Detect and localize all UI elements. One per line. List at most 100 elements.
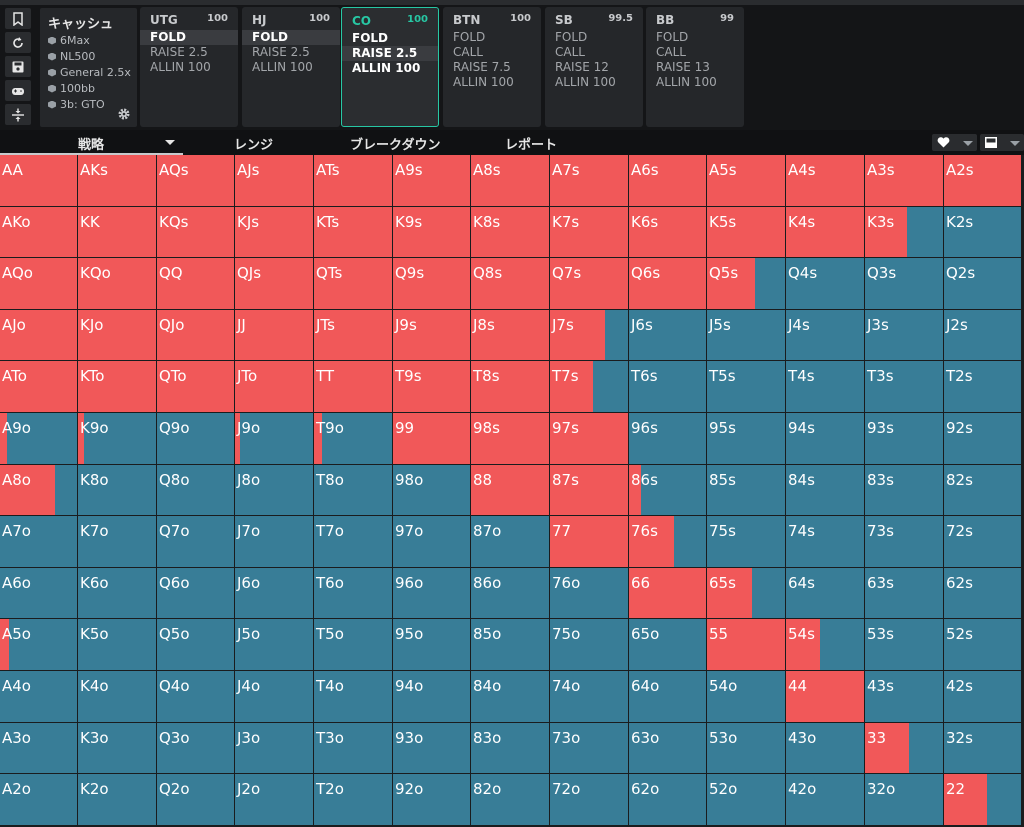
hand-cell[interactable]: AA — [0, 155, 78, 207]
hand-cell[interactable]: 77 — [550, 516, 629, 568]
hand-cell[interactable]: KQs — [157, 207, 235, 258]
hand-cell[interactable]: 97o — [393, 516, 471, 568]
hand-cell[interactable]: 94s — [786, 413, 865, 465]
hand-cell[interactable]: T5s — [707, 361, 786, 413]
hand-cell[interactable]: A9o — [0, 413, 78, 465]
hand-cell[interactable]: K4o — [78, 671, 157, 723]
hand-cell[interactable]: 42o — [786, 774, 865, 826]
action-option[interactable]: FOLD — [140, 30, 238, 45]
hand-cell[interactable]: 74s — [786, 516, 865, 568]
hand-cell[interactable]: 75o — [550, 619, 629, 671]
hand-cell[interactable]: 72o — [550, 774, 629, 826]
hand-cell[interactable]: TT — [314, 361, 393, 413]
hand-cell[interactable]: J9s — [393, 310, 471, 361]
tab-breakdown[interactable]: ブレークダウン — [350, 138, 441, 153]
hand-cell[interactable]: J3s — [865, 310, 944, 361]
position-card-4[interactable]: SB 99.5 FOLD CALL RAISE 12 ALLIN 100 — [545, 7, 643, 127]
hand-cell[interactable]: A3o — [0, 723, 78, 774]
action-option[interactable]: CALL — [656, 45, 686, 59]
hand-cell[interactable]: T4s — [786, 361, 865, 413]
hand-cell[interactable]: A2s — [944, 155, 1022, 207]
hand-cell[interactable]: 95o — [393, 619, 471, 671]
hand-cell[interactable]: 83o — [471, 723, 550, 774]
hand-cell[interactable]: 86o — [471, 568, 550, 619]
hand-cell[interactable]: 64s — [786, 568, 865, 619]
hand-cell[interactable]: AJo — [0, 310, 78, 361]
tab-report[interactable]: レポート — [505, 138, 558, 153]
hand-cell[interactable]: 62o — [629, 774, 707, 826]
hand-cell[interactable]: 96o — [393, 568, 471, 619]
hand-cell[interactable]: 73o — [550, 723, 629, 774]
hand-cell[interactable]: T2s — [944, 361, 1022, 413]
hand-cell[interactable]: 95s — [707, 413, 786, 465]
action-option[interactable]: RAISE 13 — [656, 60, 710, 74]
action-option[interactable]: FOLD — [352, 31, 389, 45]
hand-cell[interactable]: 99 — [393, 413, 471, 465]
hand-cell[interactable]: 52o — [707, 774, 786, 826]
hand-cell[interactable]: Q4o — [157, 671, 235, 723]
hand-cell[interactable]: A2o — [0, 774, 78, 826]
hand-cell[interactable]: AQs — [157, 155, 235, 207]
hand-cell[interactable]: A7s — [550, 155, 629, 207]
hand-cell[interactable]: A8s — [471, 155, 550, 207]
action-option[interactable]: ALLIN 100 — [252, 60, 313, 74]
tab-strategy[interactable]: 戦略 — [0, 130, 183, 155]
hand-cell[interactable]: 43s — [865, 671, 944, 723]
action-option[interactable]: ALLIN 100 — [453, 75, 514, 89]
action-option[interactable]: RAISE 7.5 — [453, 60, 511, 74]
hand-cell[interactable]: A6o — [0, 568, 78, 619]
hand-cell[interactable]: A9s — [393, 155, 471, 207]
favorite-dropdown[interactable] — [932, 134, 977, 151]
hand-cell[interactable]: 55 — [707, 619, 786, 671]
hand-cell[interactable]: K9o — [78, 413, 157, 465]
hand-cell[interactable]: 97s — [550, 413, 629, 465]
hand-cell[interactable]: 74o — [550, 671, 629, 723]
hand-cell[interactable]: 96s — [629, 413, 707, 465]
hand-cell[interactable]: Q5o — [157, 619, 235, 671]
hand-cell[interactable]: 82s — [944, 465, 1022, 516]
action-option[interactable]: FOLD — [656, 30, 689, 44]
hand-cell[interactable]: JTo — [235, 361, 314, 413]
hand-cell[interactable]: 32o — [865, 774, 944, 826]
hand-cell[interactable]: KTo — [78, 361, 157, 413]
hand-cell[interactable]: T6s — [629, 361, 707, 413]
hand-cell[interactable]: 84o — [471, 671, 550, 723]
hand-cell[interactable]: A4s — [786, 155, 865, 207]
hand-cell[interactable]: J2o — [235, 774, 314, 826]
hand-cell[interactable]: K5o — [78, 619, 157, 671]
hand-cell[interactable]: T6o — [314, 568, 393, 619]
hand-cell[interactable]: 98s — [471, 413, 550, 465]
hand-cell[interactable]: J4s — [786, 310, 865, 361]
hand-cell[interactable]: T3o — [314, 723, 393, 774]
hand-cell[interactable]: Q4s — [786, 258, 865, 310]
hand-cell[interactable]: 98o — [393, 465, 471, 516]
hand-cell[interactable]: 32s — [944, 723, 1022, 774]
hand-cell[interactable]: T8o — [314, 465, 393, 516]
hand-cell[interactable]: 65o — [629, 619, 707, 671]
action-option[interactable]: ALLIN 100 — [555, 75, 616, 89]
position-card-5[interactable]: BB 99 FOLD CALL RAISE 13 ALLIN 100 — [646, 7, 744, 127]
hand-cell[interactable]: K6o — [78, 568, 157, 619]
hand-cell[interactable]: 42s — [944, 671, 1022, 723]
hand-cell[interactable]: AKs — [78, 155, 157, 207]
hand-cell[interactable]: 63s — [865, 568, 944, 619]
position-card-2[interactable]: CO 100 FOLD RAISE 2.5 ALLIN 100 — [341, 7, 439, 127]
action-option[interactable]: CALL — [555, 45, 585, 59]
hand-cell[interactable]: A5o — [0, 619, 78, 671]
hand-cell[interactable]: J6o — [235, 568, 314, 619]
hand-cell[interactable]: 63o — [629, 723, 707, 774]
hand-cell[interactable]: 87o — [471, 516, 550, 568]
hand-cell[interactable]: 93s — [865, 413, 944, 465]
action-option[interactable]: RAISE 2.5 — [342, 46, 438, 61]
hand-cell[interactable]: A3s — [865, 155, 944, 207]
hand-cell[interactable]: T8s — [471, 361, 550, 413]
gamepad-button[interactable] — [5, 80, 31, 101]
hand-cell[interactable]: QJo — [157, 310, 235, 361]
action-option[interactable]: ALLIN 100 — [656, 75, 717, 89]
hand-cell[interactable]: K8s — [471, 207, 550, 258]
hand-cell[interactable]: Q5s — [707, 258, 786, 310]
hand-cell[interactable]: 87s — [550, 465, 629, 516]
hand-cell[interactable]: Q2o — [157, 774, 235, 826]
hand-cell[interactable]: J4o — [235, 671, 314, 723]
hand-cell[interactable]: 52s — [944, 619, 1022, 671]
